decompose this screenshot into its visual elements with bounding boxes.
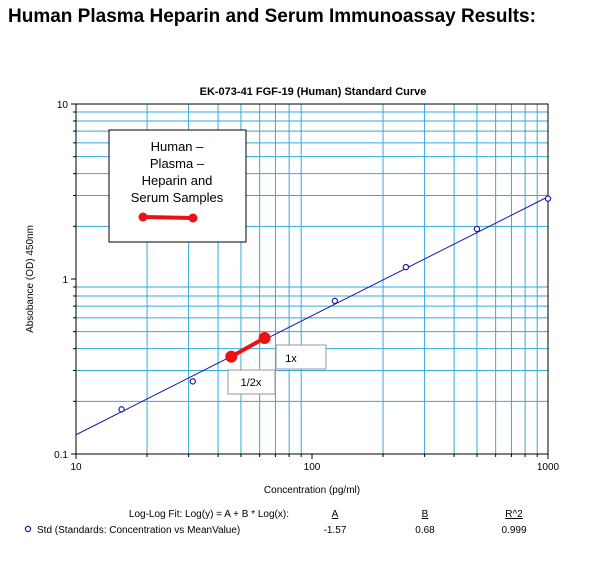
y-tick-label: 10 — [57, 100, 69, 111]
fit-table-value: -1.57 — [324, 525, 347, 536]
x-tick-label: 100 — [304, 462, 321, 473]
fit-table-series-marker — [24, 525, 32, 533]
y-tick-label: 0.1 — [54, 450, 68, 461]
legend-text-line: Plasma – — [150, 156, 205, 171]
callout-label-full: 1x — [285, 353, 297, 365]
legend: Human – Plasma – Heparin and Serum Samples — [108, 129, 247, 243]
chart-title: EK-073-41 FGF-19 (Human) Standard Curve — [200, 86, 427, 98]
standard-point — [473, 225, 481, 233]
fit-line — [75, 196, 549, 436]
sample-callouts: 1/2x 1x — [227, 344, 327, 395]
axis-tick-labels: 10 100 1000 0.1 1 10 — [54, 100, 559, 473]
sample-line — [229, 336, 267, 359]
sample-series — [225, 332, 271, 363]
fit-table-value: 0.999 — [501, 525, 526, 536]
callout-label-half: 1/2x — [241, 377, 262, 389]
fit-table-column-header: A — [332, 509, 339, 520]
legend-swatch-point — [188, 213, 198, 223]
standard-point — [331, 297, 339, 305]
legend-text-line: Human – — [151, 139, 205, 154]
y-axis-label: Absobance (OD) 450nm — [25, 225, 36, 333]
fit-table-row-label: Std (Standards: Concentration vs MeanVal… — [37, 525, 240, 536]
callout-box-half — [227, 369, 276, 395]
fit-table: Log-Log Fit: Log(y) = A + B * Log(x): A B R… — [24, 509, 527, 536]
fit-table-column-header: B — [422, 509, 429, 520]
legend-text-line: Heparin and — [142, 173, 213, 188]
legend-text-line: Serum Samples — [131, 190, 224, 205]
legend-swatch-point — [138, 212, 148, 222]
standard-point — [402, 263, 410, 271]
page-heading: Human Plasma Heparin and Serum Immunoass… — [8, 6, 536, 27]
standard-point — [544, 195, 552, 202]
sample-point — [225, 350, 238, 363]
y-tick-label: 1 — [62, 275, 68, 286]
axis-ticks — [71, 103, 549, 459]
standard-point — [118, 406, 125, 413]
legend-box — [108, 129, 247, 243]
legend-swatch-line — [141, 215, 195, 220]
standard-point — [189, 378, 196, 385]
x-tick-label: 10 — [70, 462, 82, 473]
standard-points — [118, 195, 552, 413]
callout-box-full — [275, 344, 327, 370]
x-tick-label: 1000 — [537, 462, 560, 473]
x-axis-label: Concentration (pg/ml) — [264, 485, 360, 496]
fit-line-path — [75, 196, 549, 436]
sample-point — [258, 332, 271, 345]
fit-table-value: 0.68 — [415, 525, 435, 536]
fit-table-header: Log-Log Fit: Log(y) = A + B * Log(x): — [129, 509, 289, 520]
fit-table-column-header: R^2 — [505, 509, 523, 520]
